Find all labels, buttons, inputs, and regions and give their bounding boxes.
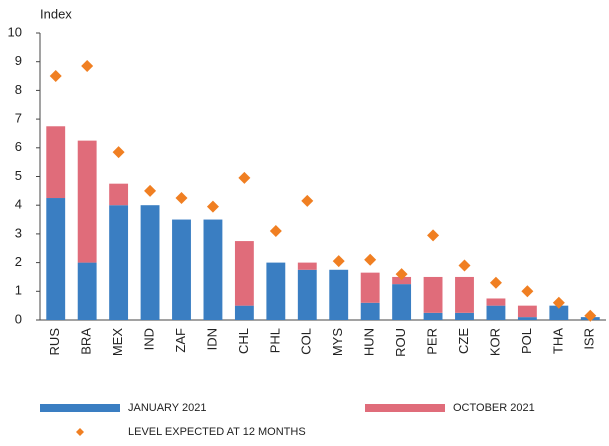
bar-segment	[266, 262, 286, 320]
bar-segment	[455, 276, 474, 313]
bar-segment	[329, 269, 349, 320]
x-tick-label: CHL	[236, 328, 251, 354]
bar-segment	[140, 205, 160, 320]
legend-label: JANUARY 2021	[128, 402, 206, 414]
diamond-marker	[332, 255, 345, 268]
legend-swatch	[365, 404, 445, 412]
bar-segment	[46, 198, 66, 320]
diamond-marker	[112, 146, 125, 159]
x-tick-label: HUN	[362, 328, 377, 356]
diamond-marker	[552, 296, 565, 309]
bar-segment	[423, 312, 443, 320]
bar-segment	[297, 262, 317, 270]
bar-segment	[486, 305, 506, 320]
x-tick-label: THA	[550, 328, 565, 354]
bar-segment	[423, 276, 443, 313]
y-tick-label: 0	[15, 311, 22, 326]
bar-segment	[517, 317, 537, 320]
bar-segment	[455, 312, 474, 320]
x-tick-label: POL	[519, 328, 534, 354]
bar-segment	[297, 269, 317, 320]
x-tick-label: CZE	[456, 328, 471, 354]
y-tick-label: 7	[15, 111, 22, 126]
y-tick-label: 3	[15, 225, 22, 240]
y-tick-label: 6	[15, 139, 22, 154]
x-tick-label: BRA	[79, 328, 94, 355]
bar-segment	[77, 262, 97, 320]
diamond-marker	[364, 253, 377, 266]
diamond-marker	[238, 171, 251, 184]
y-tick-label: 4	[15, 197, 22, 212]
bar-segment	[109, 183, 129, 206]
bar-segment	[360, 302, 380, 320]
x-tick-label: IDN	[204, 328, 219, 350]
bar-segment	[234, 241, 254, 306]
y-tick-label: 2	[15, 254, 22, 269]
y-tick-label: 9	[15, 53, 22, 68]
legend-label: LEVEL EXPECTED AT 12 MONTHS	[128, 426, 306, 438]
x-tick-label: MEX	[110, 328, 125, 357]
bar-segment	[392, 276, 412, 285]
bar-segment	[360, 272, 380, 303]
y-tick-label: 1	[15, 283, 22, 298]
diamond-marker	[49, 70, 62, 83]
diamond-marker	[269, 225, 282, 238]
x-tick-label: ZAF	[173, 328, 188, 353]
x-tick-label: KOR	[487, 328, 502, 356]
diamond-marker	[395, 268, 408, 281]
x-tick-label: COL	[299, 328, 314, 355]
diamond-marker	[458, 259, 471, 272]
x-tick-label: PER	[424, 328, 439, 355]
legend-marker	[76, 428, 84, 436]
diamond-marker	[206, 200, 219, 213]
diamond-marker	[175, 192, 188, 205]
x-tick-label: IND	[141, 328, 156, 350]
diamond-marker	[81, 60, 94, 73]
y-tick-label: 8	[15, 82, 22, 97]
bar-segment	[46, 126, 66, 199]
bar-segment	[109, 205, 129, 320]
x-tick-label: RUS	[47, 328, 62, 356]
y-tick-label: 5	[15, 168, 22, 183]
legend-label: OCTOBER 2021	[453, 402, 535, 414]
bar-segment	[486, 298, 506, 306]
y-axis-label: Index	[40, 6, 72, 21]
x-tick-label: ISR	[582, 328, 597, 350]
diamond-marker	[144, 184, 157, 197]
diamond-marker	[427, 229, 440, 242]
bar-segment	[234, 305, 254, 320]
bar-segment	[203, 219, 223, 320]
diamond-marker	[301, 194, 314, 207]
x-tick-label: PHL	[267, 328, 282, 353]
diamond-marker	[521, 285, 534, 298]
diamond-marker	[584, 309, 597, 322]
x-tick-label: MYS	[330, 328, 345, 357]
bar-segment	[517, 305, 537, 318]
y-tick-label: 10	[8, 24, 22, 39]
x-tick-label: ROU	[393, 328, 408, 357]
diamond-marker	[489, 276, 502, 289]
legend-swatch	[40, 404, 120, 412]
bar-segment	[172, 219, 191, 320]
bar-segment	[77, 140, 97, 263]
bar-segment	[392, 284, 412, 320]
bar-segment	[549, 305, 569, 320]
